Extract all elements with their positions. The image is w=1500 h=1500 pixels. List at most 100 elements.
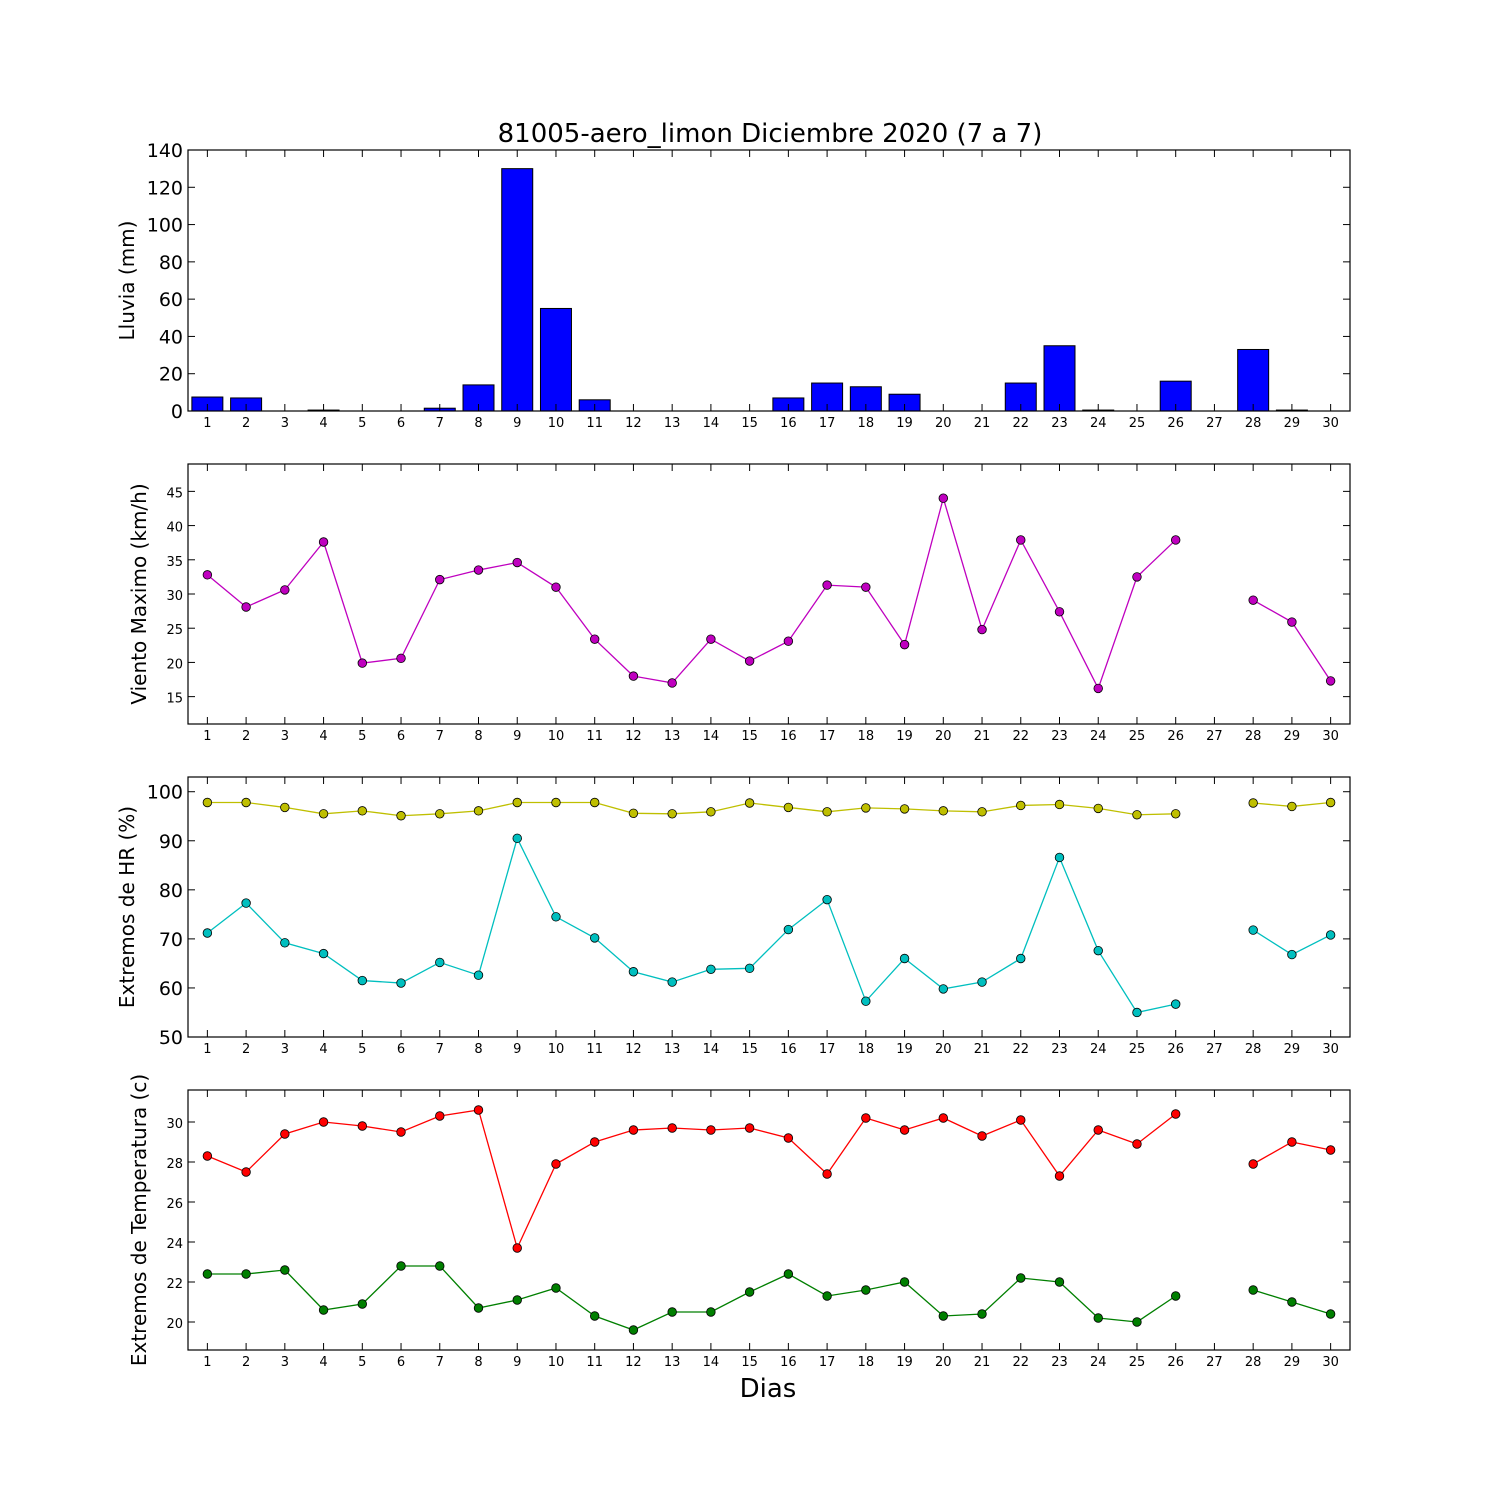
y-tick-label: 22: [166, 1277, 183, 1292]
data-point: [861, 1285, 871, 1295]
data-point: [1325, 797, 1336, 808]
data-point: [977, 1131, 987, 1141]
data-point: [1054, 1277, 1065, 1287]
data-point: [1016, 800, 1026, 811]
data-point: [435, 1111, 445, 1121]
data-point: [861, 582, 871, 592]
x-tick-label: 25: [1129, 416, 1146, 431]
x-tick-label: 3: [281, 416, 289, 431]
x-tick-label: 21: [974, 1042, 991, 1057]
series-line: [207, 801, 1176, 817]
x-tick-label: 20: [935, 1042, 952, 1057]
data-point: [1287, 949, 1297, 960]
y-tick-label: 40: [159, 326, 183, 348]
x-tick-label: 26: [1167, 1042, 1184, 1057]
y-tick-label: 80: [159, 252, 183, 274]
rain-bar: [1043, 345, 1076, 412]
series-line: [207, 1109, 1177, 1250]
data-point: [551, 1283, 561, 1293]
data-point: [318, 1305, 329, 1315]
data-point: [783, 1269, 794, 1279]
data-point: [977, 977, 987, 987]
x-tick-label: 15: [741, 1355, 758, 1370]
data-point: [590, 634, 600, 644]
x-tick-label: 26: [1167, 1355, 1184, 1370]
data-point: [512, 797, 522, 808]
x-tick-label: 4: [319, 416, 327, 431]
data-point: [318, 948, 329, 959]
data-point: [977, 807, 987, 817]
x-tick-label: 24: [1090, 1042, 1107, 1057]
data-point: [706, 807, 716, 817]
data-point: [667, 809, 677, 819]
axes-frame: [187, 1089, 1351, 1351]
data-point: [706, 1307, 716, 1317]
data-point: [473, 1105, 484, 1115]
x-tick-label: 16: [780, 1355, 797, 1370]
x-tick-label: 28: [1245, 1355, 1262, 1370]
rain-bar: [1004, 382, 1037, 412]
data-point: [667, 678, 677, 688]
y-axis-label: Viento Maximo (km/h): [127, 483, 151, 704]
data-point: [1093, 803, 1103, 814]
data-point: [744, 1287, 755, 1297]
x-tick-label: 10: [548, 416, 565, 431]
data-point: [241, 898, 251, 908]
x-tick-label: 17: [819, 729, 836, 744]
y-axis-label: Extremos de Temperatura (c): [127, 1074, 151, 1366]
x-tick-label: 6: [397, 1355, 405, 1370]
x-tick-label: 24: [1090, 416, 1107, 431]
data-point: [861, 996, 871, 1006]
x-tick-label: 16: [780, 729, 797, 744]
x-tick-label: 20: [935, 1355, 952, 1370]
x-tick-label: 17: [819, 1042, 836, 1057]
data-point: [551, 582, 561, 592]
x-tick-label: 3: [281, 729, 289, 744]
x-tick-label: 7: [436, 1042, 444, 1057]
x-tick-label: 1: [203, 416, 211, 431]
y-axis-label: Lluvia (mm): [115, 221, 139, 341]
x-tick-label: 27: [1206, 729, 1223, 744]
data-point: [1287, 1137, 1297, 1147]
data-point: [1132, 572, 1142, 582]
x-tick-label: 3: [281, 1042, 289, 1057]
x-tick-label: 22: [1012, 1355, 1029, 1370]
x-tick-label: 9: [513, 1355, 521, 1370]
data-point: [1054, 1171, 1065, 1181]
x-tick-label: 5: [358, 416, 366, 431]
y-tick-label: 70: [159, 929, 183, 951]
data-point: [628, 1325, 639, 1335]
data-point: [783, 1133, 794, 1143]
data-point: [938, 493, 949, 503]
data-point: [318, 1117, 329, 1127]
data-point: [396, 811, 406, 821]
x-tick-label: 14: [703, 416, 720, 431]
x-tick-label: 2: [242, 1042, 250, 1057]
data-point: [473, 565, 484, 575]
data-point: [977, 1309, 987, 1319]
data-point: [899, 639, 910, 650]
data-point: [1132, 1317, 1142, 1327]
data-point: [706, 1125, 716, 1135]
data-point: [202, 797, 213, 808]
data-point: [396, 653, 406, 664]
x-tick-label: 25: [1129, 1355, 1146, 1370]
x-tick-label: 16: [780, 1042, 797, 1057]
x-tick-label: 13: [664, 1355, 681, 1370]
data-point: [512, 833, 522, 844]
x-tick-label: 20: [935, 416, 952, 431]
data-point: [396, 978, 406, 988]
data-point: [667, 977, 677, 987]
data-point: [1248, 925, 1258, 935]
data-point: [1287, 1297, 1297, 1307]
x-tick-label: 21: [974, 1355, 991, 1370]
data-point: [1170, 1291, 1181, 1301]
data-point: [1016, 1115, 1026, 1125]
data-point: [435, 957, 445, 968]
data-point: [1248, 595, 1258, 605]
data-point: [899, 804, 910, 814]
data-point: [280, 802, 290, 813]
y-tick-label: 45: [166, 486, 183, 501]
